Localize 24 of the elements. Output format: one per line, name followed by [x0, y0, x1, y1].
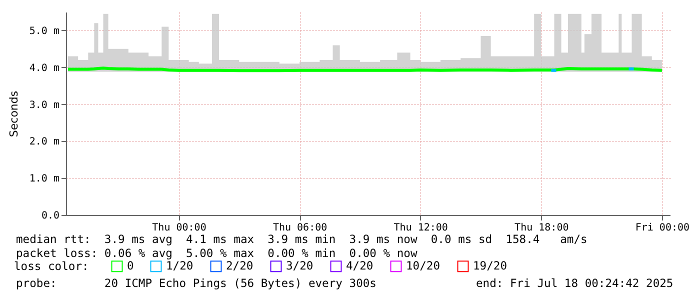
x-tick-label: Thu 12:00: [394, 222, 448, 234]
y-tick-label: 1.0 m: [29, 174, 60, 185]
legend-label: 19/20: [473, 259, 508, 272]
text: packet loss: 0.06 % avg 5.00 % max 0.00 % min 0.00 % now: [16, 247, 418, 260]
legend-label: 0: [127, 259, 134, 272]
x-tick-label: Thu 00:00: [152, 222, 206, 234]
legend-label: 4/20: [346, 259, 374, 272]
y-tick-label: 2.0 m: [29, 136, 60, 148]
legend-label: 1/20: [166, 259, 194, 272]
legend-label: 3/20: [286, 259, 314, 272]
y-tick-label: 3.0 m: [29, 100, 60, 111]
legend-label: 10/20: [406, 259, 440, 272]
y-axis-title: Seconds: [7, 90, 20, 138]
x-tick-label: Thu 18:00: [514, 222, 569, 234]
x-tick-label: Fri 00:00: [635, 222, 690, 234]
text: probe: 20 ICMP Echo Pings (56 Bytes) every 300s: [16, 277, 376, 290]
y-tick-label: 0.0: [41, 210, 60, 222]
legend-title: loss color:: [14, 260, 89, 273]
y-tick-label: 4.0 m: [29, 62, 60, 74]
text: end: Fri Jul 18 00:24:42 2025: [476, 277, 674, 290]
y-tick-label: 5.0 m: [29, 26, 60, 37]
text: median rtt: 3.9 ms avg 4.1 ms max 3.9 ms min 3.9 ms now 0.0 ms sd 158.4 am/s: [16, 233, 588, 246]
x-tick-label: Thu 06:00: [272, 222, 328, 234]
legend-label: 2/20: [226, 259, 254, 272]
